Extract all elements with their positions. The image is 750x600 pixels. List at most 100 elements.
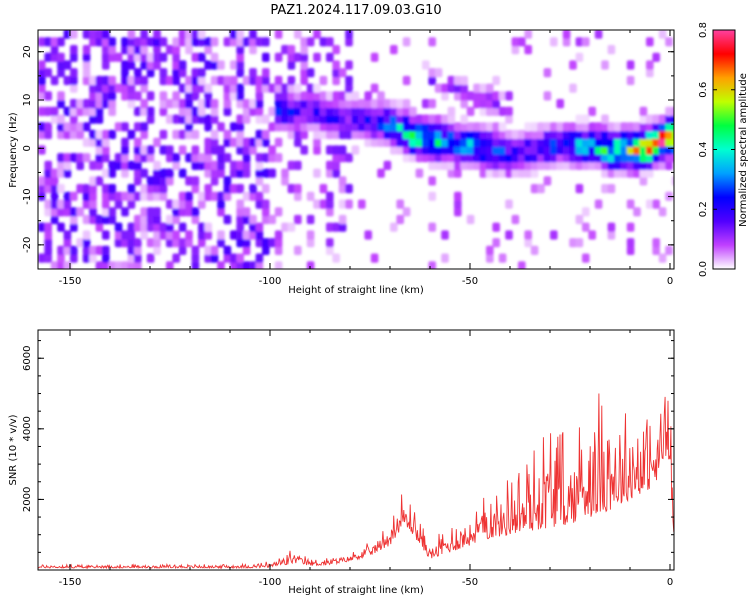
spectrogram-cell [338, 184, 347, 194]
spectrogram-cell [63, 245, 72, 255]
spectrogram-cell [236, 168, 244, 178]
spectrogram-cell [498, 145, 507, 155]
spectrogram-cell [466, 145, 475, 155]
spectrogram-cell [422, 122, 430, 132]
spectrogram-cell [185, 45, 193, 55]
spectrogram-cell [454, 199, 462, 209]
spectrogram-cell [50, 207, 59, 217]
spectrogram-cell [607, 222, 616, 232]
spectrogram-cell [326, 207, 334, 217]
spectrogram-cell [454, 168, 462, 178]
spectrogram-cell [607, 122, 616, 132]
spectrogram-cell [204, 230, 212, 240]
spectrogram-cell [230, 75, 238, 86]
spectrogram-cell [588, 106, 596, 116]
spectrogram-cell [44, 245, 52, 255]
spectrogram-cell [159, 68, 168, 78]
spectrogram-cell [665, 106, 673, 116]
spectrogram-cell [556, 145, 564, 155]
spectrogram-cell [594, 30, 603, 39]
spectrogram-cell [114, 222, 123, 232]
snr-y-label: SNR (10 * v/v) [8, 414, 19, 485]
spectrogram-cell [626, 60, 635, 70]
spectrogram-cell [415, 129, 424, 140]
spectrogram-cell [287, 129, 296, 140]
spectrogram-cell [57, 222, 65, 232]
spectrogram-cell [454, 145, 462, 155]
spectrogram-cell [422, 114, 430, 124]
spectrogram-cell [108, 99, 116, 109]
spectrogram-cell [153, 238, 161, 248]
spectrogram-cell [492, 160, 500, 170]
spectrogram-cell [486, 137, 494, 147]
spectrogram-cell [441, 153, 449, 163]
spectrogram-cell [447, 106, 456, 116]
spectrogram-cell [108, 52, 116, 62]
spectrogram-cell [89, 191, 97, 201]
spectrogram-cell [121, 261, 129, 269]
spectrogram-y-label: Frequency (Hz) [8, 112, 19, 188]
spectrogram-cell [652, 238, 660, 248]
spectrogram-cell [89, 91, 97, 101]
spectrogram-cell [70, 129, 78, 140]
spectrogram-cell [172, 75, 180, 86]
spectrogram-cell [127, 129, 136, 140]
spectrogram-cell [326, 122, 334, 132]
spectrogram-cell [511, 45, 520, 55]
spectrogram-cell [652, 129, 660, 140]
spectrogram-cell [108, 91, 116, 101]
spectrogram-cell [505, 106, 513, 116]
spectrogram-cell [166, 45, 174, 55]
spectrogram-cell [415, 168, 424, 178]
spectrogram-cell [255, 253, 264, 263]
spectrogram-cell [498, 253, 507, 263]
spectrogram-cell [198, 106, 206, 116]
spectrogram-cell [454, 160, 462, 170]
spectrogram-cell [63, 199, 72, 209]
spectrogram-cell [146, 253, 155, 263]
spectrogram-cell [505, 137, 513, 147]
spectrogram-cell [588, 122, 596, 132]
spectrogram-cell [422, 129, 430, 140]
spectrogram-cell [249, 184, 257, 194]
y-tick-label: 20 [22, 45, 33, 58]
spectrogram-cell [210, 75, 219, 86]
spectrogram-cell [370, 122, 379, 132]
spectrogram-cell [146, 238, 155, 248]
snr-series-line [38, 393, 674, 570]
spectrogram-cell [652, 160, 660, 170]
spectrogram-cell [294, 245, 302, 255]
spectrogram-cell [486, 99, 494, 109]
spectrogram-cell [70, 222, 78, 232]
spectrogram-cell [236, 60, 244, 70]
spectrogram-cell [530, 129, 539, 140]
spectrogram-cell [556, 153, 564, 163]
spectrogram-cell [313, 114, 321, 124]
spectrogram-cell [492, 222, 500, 232]
spectrogram-cell [306, 238, 315, 248]
spectrogram-cell [166, 230, 174, 240]
spectrogram-cell [428, 75, 436, 86]
spectrogram-cell [447, 122, 456, 132]
spectrogram-cell [498, 137, 507, 147]
spectrogram-cell [89, 37, 97, 47]
spectrogram-cell [402, 99, 411, 109]
spectrogram-cell [57, 207, 65, 217]
spectrogram-cell [281, 83, 289, 93]
spectrogram-cell [319, 37, 328, 47]
spectrogram-cell [614, 168, 622, 178]
spectrogram-cell [172, 207, 180, 217]
spectrogram-cell [390, 106, 398, 116]
spectrogram-cell [198, 191, 206, 201]
spectrogram-cell [134, 122, 142, 132]
spectrogram-cell [255, 222, 264, 232]
spectrogram-cell [172, 68, 180, 78]
spectrogram-cell [550, 122, 558, 132]
spectrogram-cell [390, 122, 398, 132]
spectrogram-cell [262, 52, 270, 62]
spectrogram-cell [242, 214, 251, 225]
spectrogram-cell [178, 106, 187, 116]
spectrogram-cell [121, 207, 129, 217]
spectrogram-cell [466, 91, 475, 101]
spectrogram-cell [185, 99, 193, 109]
